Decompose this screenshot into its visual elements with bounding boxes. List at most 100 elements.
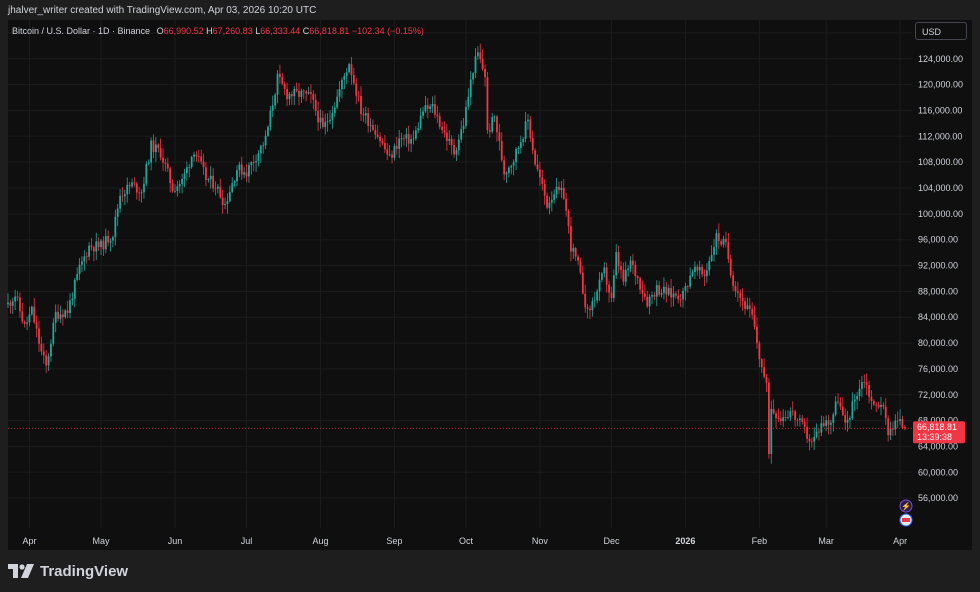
candle-body: [632, 260, 634, 265]
candle-body: [352, 74, 355, 84]
candle-body: [381, 141, 384, 144]
candle-body: [677, 295, 680, 300]
candle-body: [727, 242, 730, 260]
candle-body: [880, 404, 882, 407]
candle-body: [369, 125, 372, 127]
candle-body: [343, 75, 346, 80]
candle-body: [634, 264, 637, 277]
candle-body: [195, 154, 198, 157]
candle-body: [837, 401, 839, 403]
candle-body: [295, 88, 298, 91]
candle-body: [443, 129, 446, 133]
chart-pane[interactable]: [8, 20, 972, 550]
candle-body: [536, 164, 539, 170]
candle-body: [243, 172, 246, 175]
candle-body: [643, 293, 646, 297]
candle-body: [319, 117, 322, 123]
currency-selector[interactable]: USD: [915, 22, 967, 40]
footer: TradingView: [8, 560, 128, 582]
event-flag-icon[interactable]: ⚡: [899, 499, 913, 527]
candle-body: [872, 401, 875, 405]
candle-body: [267, 126, 269, 136]
candle-body: [259, 145, 262, 154]
candle-body: [770, 408, 773, 455]
candle-body: [441, 126, 444, 130]
candle-body: [496, 116, 498, 133]
candle-body: [591, 301, 594, 311]
candle-body: [849, 418, 851, 420]
candle-body: [479, 52, 482, 60]
candle-body: [534, 150, 537, 165]
candle-body: [348, 64, 350, 73]
candle-body: [734, 286, 737, 292]
candle-body: [488, 130, 491, 132]
candle-body: [14, 296, 17, 302]
candle-body: [713, 247, 715, 255]
candle-body: [152, 140, 155, 153]
price-tick-label: 84,000.00: [918, 312, 958, 322]
candle-body: [252, 162, 255, 163]
candle-body: [128, 184, 131, 187]
candle-body: [341, 79, 343, 90]
close-value: 66,818.81: [309, 26, 350, 36]
price-tick-label: 76,000.00: [918, 364, 958, 374]
candle-body: [362, 114, 365, 116]
candle-body: [565, 198, 568, 211]
candle-body: [476, 52, 479, 57]
candle-body: [138, 192, 141, 194]
candle-body: [665, 286, 668, 295]
candle-body: [224, 204, 226, 206]
candle-body: [181, 178, 184, 184]
candle-body: [226, 201, 229, 205]
candle-body: [126, 184, 129, 195]
candle-body: [372, 125, 374, 130]
candle-body: [374, 129, 377, 135]
candle-body: [269, 110, 272, 127]
candle-body: [121, 195, 124, 197]
candle-body: [279, 73, 281, 78]
candle-body: [610, 292, 613, 298]
candle-body: [612, 275, 615, 298]
candle-body: [238, 164, 241, 171]
candle-body: [896, 420, 899, 422]
candle-body: [660, 292, 663, 295]
low-value: 66,333.44: [260, 26, 301, 36]
candle-body: [694, 266, 696, 273]
candle-body: [701, 266, 704, 275]
candle-body: [26, 322, 28, 324]
candle-body: [97, 241, 100, 248]
time-tick-label: May: [93, 536, 111, 546]
candle-body: [66, 310, 69, 313]
price-tick-label: 88,000.00: [918, 286, 958, 296]
candle-body: [119, 195, 122, 209]
candle-body: [88, 245, 90, 257]
candle-body: [85, 256, 88, 258]
candle-body: [653, 295, 656, 297]
candle-body: [691, 272, 694, 276]
candle-body: [467, 96, 470, 107]
candle-body: [856, 395, 859, 400]
candle-body: [424, 105, 427, 112]
candle-body: [147, 162, 150, 164]
candle-body: [61, 314, 64, 318]
candle-body: [360, 96, 362, 115]
price-tick-label: 68,000.00: [918, 416, 958, 426]
candle-body: [95, 241, 98, 252]
candle-body: [250, 162, 253, 166]
candle-body: [572, 248, 575, 252]
candle-body: [143, 183, 145, 193]
candle-body: [753, 314, 756, 327]
symbol-description[interactable]: Bitcoin / U.S. Dollar · 1D · Binance: [12, 26, 151, 36]
candle-body: [739, 293, 742, 298]
candle-body: [593, 300, 596, 302]
candle-body: [901, 418, 904, 428]
candle-body: [453, 145, 455, 155]
candle-body: [286, 88, 288, 100]
candle-body: [808, 438, 811, 442]
candle-body: [810, 441, 813, 443]
candle-body: [858, 388, 861, 396]
candle-body: [722, 238, 725, 245]
candle-body: [200, 156, 203, 162]
candle-body: [589, 308, 591, 311]
